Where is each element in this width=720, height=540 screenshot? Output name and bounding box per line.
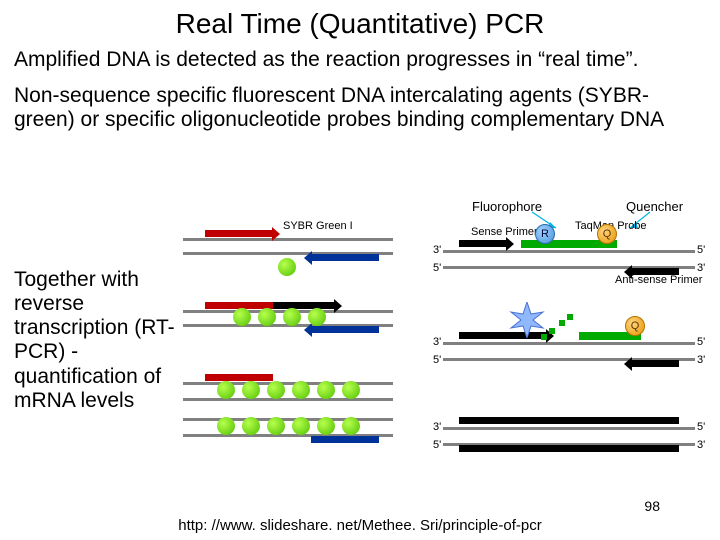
blue-primer (311, 436, 379, 443)
end-3: 3' (433, 336, 441, 348)
sybr-blob (258, 308, 276, 326)
reporter-icon: R (535, 224, 555, 244)
quencher-icon: Q (597, 224, 617, 244)
footer-url: http: //www. slideshare. net/Methee. Sri… (0, 517, 720, 534)
sybr-blob (242, 381, 260, 399)
antisense-primer (631, 268, 679, 275)
sense-primer-label: Sense Primer (471, 226, 538, 238)
end-3: 3' (433, 421, 441, 433)
diagram-area: SYBR Green I Sense Primer TaqMan Probe A… (183, 222, 713, 502)
side-paragraph: Together with reverse transcription (RT-… (14, 268, 179, 413)
probe-fragment (541, 334, 547, 340)
end-5: 5' (697, 336, 705, 348)
black-primer (273, 302, 335, 309)
dna-strand (183, 238, 393, 241)
sybr-blob (342, 381, 360, 399)
sybr-blob (242, 417, 260, 435)
sybr-blob (217, 381, 235, 399)
quencher-icon: Q (625, 316, 645, 336)
sybr-blob (278, 258, 296, 276)
sybr-blob (267, 417, 285, 435)
end-5: 5' (433, 354, 441, 366)
red-primer (205, 230, 273, 237)
fluorescence-burst-icon (509, 302, 545, 338)
blue-primer (311, 326, 379, 333)
dna-strand (443, 250, 695, 253)
sybr-blob (217, 417, 235, 435)
dna-strand (443, 342, 695, 345)
dna-strand (183, 418, 393, 421)
sybr-blob (342, 417, 360, 435)
paragraph-1: Amplified DNA is detected as the reactio… (0, 40, 720, 76)
dna-strand (183, 398, 393, 401)
end-3: 3' (697, 439, 705, 451)
sybr-blob (292, 381, 310, 399)
page-number: 98 (644, 498, 660, 514)
end-3: 3' (433, 244, 441, 256)
end-3: 3' (697, 262, 705, 274)
extended-strand (459, 417, 679, 424)
paragraph-2: Non-sequence specific fluorescent DNA in… (0, 76, 720, 136)
probe-fragment (559, 320, 565, 326)
sybr-blob (233, 308, 251, 326)
sense-primer (459, 240, 507, 247)
sybr-blob (317, 417, 335, 435)
blue-primer (311, 254, 379, 261)
end-5: 5' (697, 244, 705, 256)
sybr-blob (267, 381, 285, 399)
dna-strand (443, 427, 695, 430)
probe-fragment (567, 314, 573, 320)
antisense-primer (631, 360, 679, 367)
page-title: Real Time (Quantitative) PCR (0, 0, 720, 40)
sybr-blob (292, 417, 310, 435)
end-5: 5' (433, 262, 441, 274)
sybr-blob (283, 308, 301, 326)
dna-strand (183, 382, 393, 385)
red-primer (205, 374, 273, 381)
sybr-label: SYBR Green I (283, 220, 353, 232)
end-5: 5' (697, 421, 705, 433)
end-5: 5' (433, 439, 441, 451)
extended-strand (459, 445, 679, 452)
sybr-blob (308, 308, 326, 326)
sybr-blob (317, 381, 335, 399)
end-3: 3' (697, 354, 705, 366)
probe-fragment (549, 328, 555, 334)
